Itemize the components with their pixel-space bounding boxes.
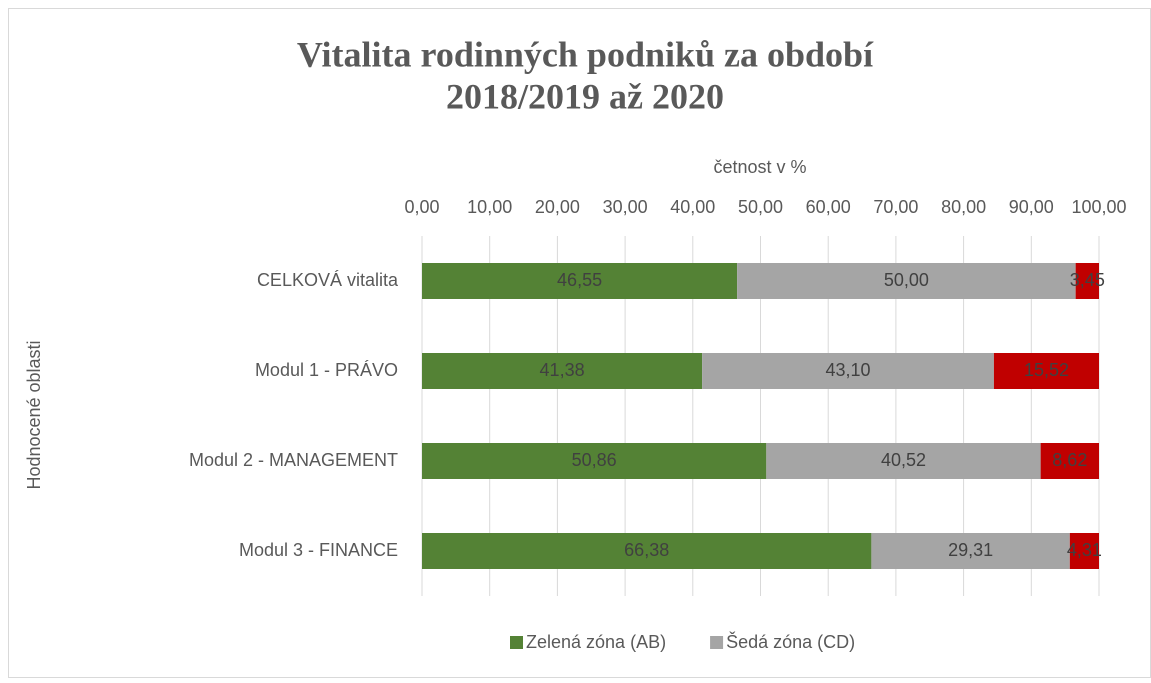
bar-segment xyxy=(1075,263,1099,299)
data-label: 15,52 xyxy=(1024,360,1069,380)
y-tick-label: CELKOVÁ vitalita xyxy=(257,270,399,290)
bar-segment xyxy=(422,353,703,389)
chart-title: Vitalita rodinných podniků za období xyxy=(297,34,874,74)
x-tick-label: 0,00 xyxy=(404,197,439,217)
x-tick-label: 90,00 xyxy=(1009,197,1054,217)
y-tick-label: Modul 1 - PRÁVO xyxy=(255,360,398,380)
bar-segment xyxy=(871,533,1070,569)
data-label: 50,00 xyxy=(884,270,929,290)
data-label: 41,38 xyxy=(540,360,585,380)
bar-segment xyxy=(766,443,1041,479)
x-tick-label: 10,00 xyxy=(467,197,512,217)
bar-segment xyxy=(422,443,767,479)
bar-segment xyxy=(1069,533,1099,569)
bar-segment xyxy=(422,263,738,299)
bar-segment xyxy=(737,263,1076,299)
data-label: 43,10 xyxy=(826,360,871,380)
bar-segment xyxy=(702,353,994,389)
data-label: 4,31 xyxy=(1067,540,1102,560)
legend-label: Šedá zóna (CD) xyxy=(726,631,855,652)
x-tick-label: 60,00 xyxy=(806,197,851,217)
data-label: 50,86 xyxy=(572,450,617,470)
legend-swatch xyxy=(710,636,724,649)
data-label: 3,45 xyxy=(1070,270,1105,290)
chart-title: 2018/2019 až 2020 xyxy=(446,76,724,116)
data-label: 29,31 xyxy=(948,540,993,560)
legend-label: Zelená zóna (AB) xyxy=(526,632,666,652)
y-tick-label: Modul 2 - MANAGEMENT xyxy=(189,450,398,470)
bar-segment xyxy=(1040,443,1099,479)
x-axis-title: četnost v % xyxy=(713,157,806,177)
bar-segment xyxy=(422,533,872,569)
data-label: 8,62 xyxy=(1052,450,1087,470)
x-tick-label: 20,00 xyxy=(535,197,580,217)
x-tick-label: 30,00 xyxy=(603,197,648,217)
y-tick-label: Modul 3 - FINANCE xyxy=(239,540,398,560)
x-tick-label: 80,00 xyxy=(941,197,986,217)
data-label: 40,52 xyxy=(881,450,926,470)
data-label: 66,38 xyxy=(624,540,669,560)
x-tick-label: 100,00 xyxy=(1071,197,1126,217)
x-tick-label: 50,00 xyxy=(738,197,783,217)
x-tick-label: 40,00 xyxy=(670,197,715,217)
x-tick-label: 70,00 xyxy=(873,197,918,217)
legend-swatch xyxy=(510,636,523,649)
data-label: 46,55 xyxy=(557,270,602,290)
y-axis-title: Hodnocené oblasti xyxy=(24,340,44,489)
bar-segment xyxy=(993,353,1099,389)
